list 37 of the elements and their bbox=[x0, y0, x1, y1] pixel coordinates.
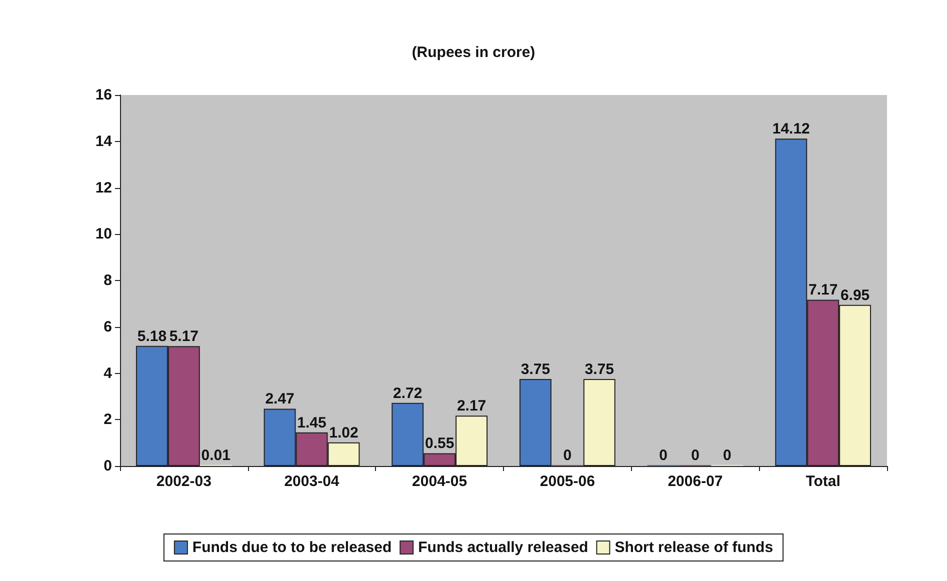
x-tick-label: 2006-07 bbox=[668, 473, 723, 490]
x-tick-label: 2002-03 bbox=[156, 473, 212, 490]
x-tick-label: 2004-05 bbox=[412, 473, 468, 490]
data-label: 7.17 bbox=[808, 282, 838, 299]
data-label: 5.17 bbox=[169, 328, 199, 346]
legend-label: Short release of funds bbox=[614, 539, 774, 556]
y-tick-label: 0 bbox=[104, 458, 112, 474]
y-tick-label: 8 bbox=[104, 272, 112, 289]
data-label: 6.95 bbox=[840, 286, 870, 304]
data-label: 0.55 bbox=[424, 435, 454, 452]
x-tick-label: 2003-04 bbox=[284, 473, 340, 490]
data-label: 1.02 bbox=[329, 424, 358, 442]
legend-label: Funds due to to be released bbox=[192, 539, 392, 556]
data-label: 2.47 bbox=[265, 390, 294, 408]
y-tick-label: 6 bbox=[104, 318, 112, 336]
data-label: 0 bbox=[563, 447, 572, 464]
data-label: 3.75 bbox=[520, 361, 550, 378]
x-tick-label: 2005-06 bbox=[540, 473, 595, 490]
data-label: 0 bbox=[723, 447, 732, 464]
data-label: 0.01 bbox=[201, 447, 230, 464]
x-tick-label: Total bbox=[806, 473, 840, 490]
y-tick-label: 16 bbox=[95, 86, 112, 104]
chart-title: (Rupees in crore) bbox=[412, 44, 536, 61]
y-tick-label: 14 bbox=[95, 132, 113, 150]
data-label: 3.75 bbox=[584, 361, 614, 378]
y-tick-label: 4 bbox=[104, 364, 113, 382]
data-label: 14.12 bbox=[772, 120, 810, 138]
data-label: 2.72 bbox=[393, 384, 422, 402]
y-tick-label: 12 bbox=[95, 179, 112, 196]
y-tick-label: 2 bbox=[104, 411, 112, 428]
data-label: 5.18 bbox=[137, 328, 167, 345]
y-tick-label: 10 bbox=[95, 226, 112, 243]
data-label: 1.45 bbox=[297, 414, 326, 432]
data-label: 0 bbox=[659, 447, 668, 464]
data-label: 0 bbox=[691, 447, 700, 464]
data-label: 2.17 bbox=[456, 398, 486, 415]
legend-label: Funds actually released bbox=[418, 539, 588, 556]
